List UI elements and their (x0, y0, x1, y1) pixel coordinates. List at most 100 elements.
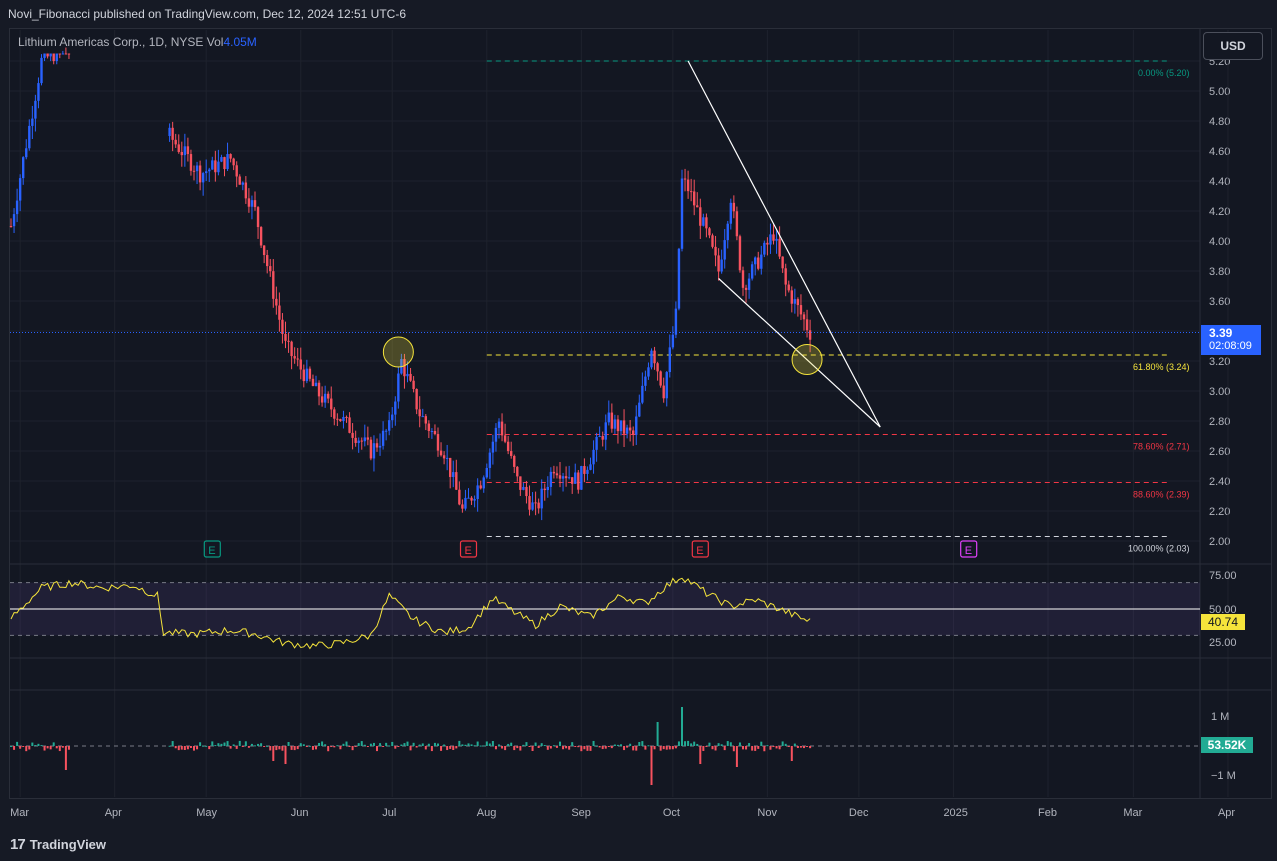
time-axis-label: Jul (382, 807, 396, 819)
candle-body (363, 437, 366, 442)
candle-body (723, 240, 726, 260)
candle-body (421, 416, 424, 418)
candle-body (683, 178, 687, 180)
volume-bar (687, 740, 690, 746)
candle-body (293, 356, 296, 359)
candle-body (674, 308, 678, 335)
candle-body (628, 427, 632, 431)
candle-body (64, 53, 68, 55)
volume-bar (403, 743, 406, 746)
volume-bar (171, 741, 174, 746)
currency-button[interactable]: USD (1203, 32, 1263, 60)
volume-axis-label: 1 M (1211, 711, 1229, 723)
earnings-marker[interactable] (459, 540, 478, 558)
candle-body (561, 476, 565, 479)
volume-bar (534, 742, 537, 746)
candle-body (311, 378, 315, 387)
volume-bar (705, 746, 708, 747)
candle-body (360, 440, 363, 442)
volume-bar (528, 746, 531, 747)
candle-body (586, 469, 589, 474)
candle-body (52, 53, 55, 62)
volume-bar (46, 746, 49, 749)
earnings-marker[interactable] (691, 540, 709, 558)
candle-body (613, 419, 617, 429)
candle-body (354, 437, 357, 443)
volume-bar (354, 746, 357, 747)
volume-bar (592, 740, 595, 746)
volume-bar (37, 743, 40, 746)
candle-body (205, 171, 208, 174)
highlight-circle[interactable] (791, 344, 823, 375)
candle-body (201, 173, 205, 183)
candle-body (67, 53, 71, 55)
bar-countdown: 02:08:09 (1209, 340, 1252, 352)
candle-body (619, 420, 623, 432)
earnings-marker-label: E (465, 545, 472, 557)
volume-bar (446, 746, 449, 751)
volume-bar (327, 746, 330, 752)
earnings-marker[interactable] (203, 540, 221, 558)
tradingview-logo[interactable]: 17 TradingView (10, 836, 106, 853)
volume-bar (430, 746, 433, 752)
volume-bar (180, 746, 183, 750)
volume-bar (559, 741, 561, 746)
candle-body (796, 299, 800, 306)
highlight-circle[interactable] (382, 336, 414, 368)
volume-bar (549, 746, 552, 749)
volume-bar (626, 746, 629, 748)
volume-bar (449, 746, 452, 749)
volume-bar (205, 745, 208, 747)
wedge-upper-line[interactable] (687, 60, 881, 428)
volume-bar (470, 744, 473, 746)
volume-bar (10, 745, 12, 747)
volume-bar (562, 746, 565, 750)
candle-body (220, 157, 223, 162)
volume-bar (55, 746, 58, 749)
volume-bar (607, 746, 610, 747)
volume-bar (305, 746, 308, 747)
candle-body (766, 242, 769, 245)
volume-bar (321, 741, 324, 746)
candle-body (744, 287, 748, 290)
volume-bar (199, 742, 202, 746)
volume-bar (796, 746, 799, 749)
candle-body (34, 100, 37, 119)
volume-bar (296, 746, 299, 750)
volume-bar (674, 746, 677, 749)
volume-bar (376, 746, 378, 752)
candle-body (366, 437, 370, 440)
volume-bar (43, 746, 46, 751)
rsi-line (10, 577, 811, 650)
candle-body (650, 350, 653, 368)
candle-body (266, 255, 269, 267)
volume-bar (507, 743, 510, 746)
candle-body (793, 299, 797, 304)
candle-body (552, 471, 556, 474)
candle-body (259, 227, 263, 246)
volume-bar (769, 746, 772, 750)
volume-bar (656, 722, 659, 746)
price-axis-label: 2.40 (1209, 476, 1230, 488)
volume-bar (183, 746, 186, 751)
volume-bar (263, 746, 266, 747)
volume-bar (568, 746, 571, 750)
publish-bar: Novi_Fibonacci published on TradingView.… (0, 0, 1277, 27)
candle-body (735, 211, 739, 237)
candle-body (571, 477, 574, 484)
candle-body (787, 284, 790, 291)
wedge-lower-line[interactable] (718, 278, 881, 428)
candle-body (574, 472, 577, 484)
volume-bar (363, 744, 366, 746)
volume-bar (330, 746, 333, 747)
volume-bar (220, 743, 223, 746)
volume-bar (653, 746, 656, 750)
candle-body (714, 246, 717, 256)
candle-body (369, 439, 373, 459)
volume-bar (366, 746, 369, 747)
rsi-axis-label: 25.00 (1209, 637, 1237, 649)
time-axis-label: Oct (663, 807, 680, 819)
earnings-marker[interactable] (960, 540, 978, 558)
symbol-legend[interactable]: Lithium Americas Corp., 1D, NYSE Vol4.05… (18, 35, 257, 49)
